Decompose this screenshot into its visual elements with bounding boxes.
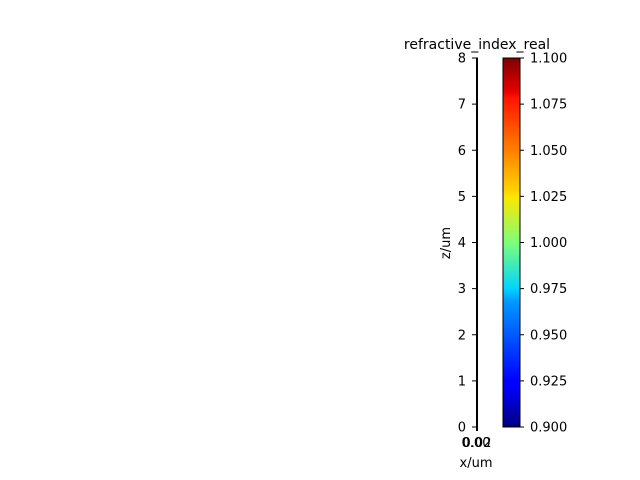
colorbar-tick-label: 1.050 xyxy=(530,144,567,159)
x-axis-ticks: 0.000.02 xyxy=(462,427,492,451)
x-tick-label: 0.02 xyxy=(463,436,492,451)
colorbar-tick-label: 0.975 xyxy=(530,282,567,297)
x-tick-label: 0.00 xyxy=(462,436,491,451)
y-axis-label: z/um xyxy=(439,227,454,259)
colorbar-tick-label: 1.100 xyxy=(530,52,567,67)
y-tick-label: 7 xyxy=(458,98,466,113)
colorbar-ticks: 0.900 0.925 0.950 0.975 1.000 1.025 1.050 1.075… xyxy=(520,52,567,436)
colorbar-gradient xyxy=(502,57,521,428)
y-tick-label: 8 xyxy=(458,52,466,67)
colorbar-tick-label: 1.000 xyxy=(530,236,567,251)
y-tick-label: 3 xyxy=(458,282,466,297)
y-tick-label: 0 xyxy=(458,421,466,436)
chart-title: refractive_index_real xyxy=(404,37,550,53)
y-tick-label: 6 xyxy=(458,144,466,159)
colorbar: 0.900 0.925 0.950 0.975 1.000 1.025 1.050 1.075… xyxy=(502,52,567,436)
colorbar-tick-label: 1.025 xyxy=(530,190,567,205)
y-tick-label: 5 xyxy=(458,190,466,205)
colorbar-tick-label: 0.925 xyxy=(530,374,567,389)
y-tick-label: 2 xyxy=(458,328,466,343)
x-axis-label: x/um xyxy=(460,456,493,471)
colorbar-tick-label: 0.950 xyxy=(530,328,567,343)
colorbar-tick-label: 1.075 xyxy=(530,98,567,113)
y-tick-label: 1 xyxy=(458,374,466,389)
y-tick-label: 4 xyxy=(458,236,466,251)
y-axis-ticks: 0 1 2 3 4 5 6 7 8 xyxy=(458,52,476,436)
colorbar-tick-label: 0.900 xyxy=(530,421,567,436)
plot-axes: 0 1 2 3 4 5 6 7 8 0.000.02 xyxy=(458,52,492,452)
